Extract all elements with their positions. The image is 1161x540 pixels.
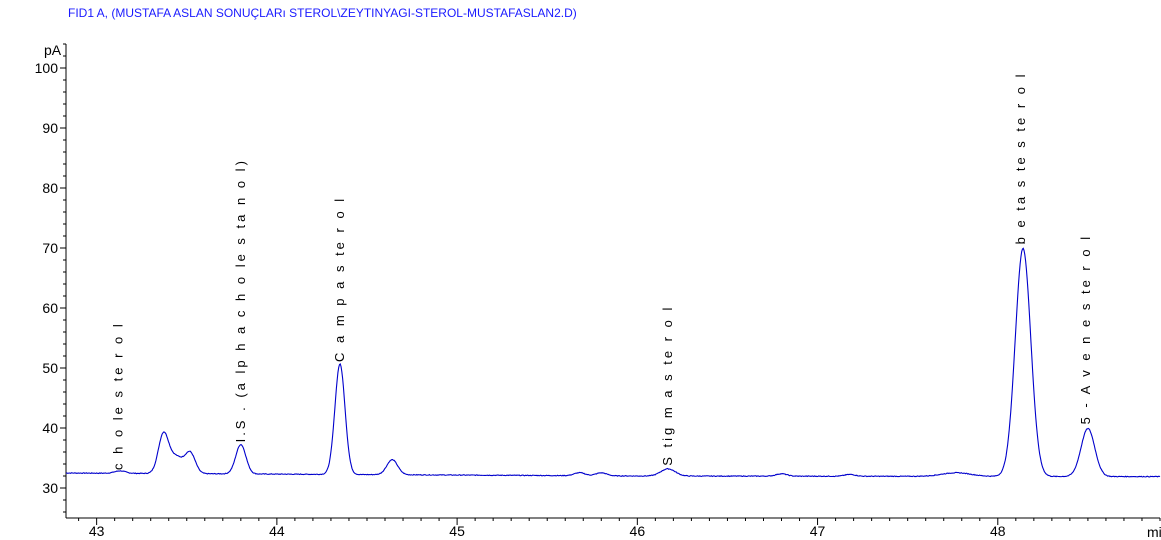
y-axis-unit-label: pA [44, 42, 62, 58]
y-tick-label: 80 [42, 180, 58, 196]
peak-label: I.S . (a lp h a c h o le s ta n o l) [233, 158, 248, 442]
x-tick-label: 43 [89, 523, 105, 539]
y-tick-label: 60 [42, 300, 58, 316]
x-tick-label: 45 [449, 523, 465, 539]
peak-label: 5 - A v e n e s te r o l [1078, 234, 1093, 425]
fid-signal-trace [65, 247, 1161, 478]
y-ticks: 30 40 50 60 70 80 90 100 [35, 43, 66, 513]
peak-label: C a m p a s te r o l [332, 196, 347, 362]
x-tick-label: 44 [269, 523, 285, 539]
y-tick-label: 50 [42, 360, 58, 376]
x-tick-label: 46 [630, 523, 646, 539]
peak-label: c h o le s te r o l [110, 321, 125, 470]
x-tick-label: 48 [990, 523, 1006, 539]
peak-label: b e ta s te s te r o l [1013, 71, 1028, 244]
y-tick-label: 70 [42, 240, 58, 256]
x-axis-unit-label: min [1147, 524, 1161, 540]
y-tick-label: 30 [42, 480, 58, 496]
x-ticks: 43 44 45 46 47 48 [78, 518, 1161, 539]
chart-title: FID1 A, (MUSTAFA ASLAN SONUÇLARı STEROL\… [68, 6, 577, 20]
y-tick-label: 90 [42, 120, 58, 136]
axes [65, 44, 1160, 519]
y-tick-label: 40 [42, 420, 58, 436]
peak-label: S tig m a s te r o l [660, 305, 675, 466]
x-tick-label: 47 [810, 523, 826, 539]
y-tick-label: 100 [35, 60, 59, 76]
peak-annotations: c h o le s te r o l I.S . (a lp h a c h o… [110, 71, 1093, 470]
